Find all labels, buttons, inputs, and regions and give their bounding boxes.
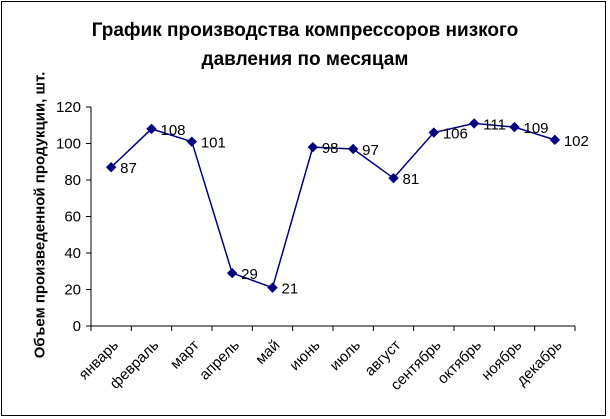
data-point-marker xyxy=(146,123,157,135)
data-point-marker xyxy=(307,141,319,153)
chart-title-line-2: давления по месяцам xyxy=(201,49,409,70)
y-tick-label: 60 xyxy=(64,209,81,226)
data-point-marker xyxy=(226,267,238,279)
chart-title: График производства компрессоров низкого… xyxy=(0,16,610,74)
y-tick-label: 120 xyxy=(56,99,81,116)
data-label: 97 xyxy=(362,142,379,159)
data-label: 102 xyxy=(564,133,589,150)
x-tick-label: март xyxy=(167,337,203,373)
data-point-marker xyxy=(105,162,117,173)
data-label: 111 xyxy=(483,116,506,133)
data-point-marker xyxy=(549,134,561,146)
x-tick-label: апрель xyxy=(196,337,243,384)
y-tick-label: 20 xyxy=(64,282,81,299)
data-point-marker xyxy=(428,127,440,138)
data-point-marker xyxy=(267,282,278,293)
series-line xyxy=(110,122,556,289)
chart-title-line-1: График производства компрессоров низкого xyxy=(91,20,519,41)
data-label: 87 xyxy=(120,160,137,177)
data-label: 81 xyxy=(403,171,420,188)
data-point-marker xyxy=(388,172,399,184)
y-tick-label: 80 xyxy=(64,172,81,189)
x-tick-label: май xyxy=(252,337,283,368)
y-tick-label: 40 xyxy=(64,245,81,262)
data-label: 98 xyxy=(322,140,339,157)
x-tick-label: октябрь xyxy=(434,337,485,388)
x-tick-label: июнь xyxy=(286,337,323,374)
data-point-marker xyxy=(347,143,359,155)
data-label: 101 xyxy=(201,135,226,152)
y-tick-label: 100 xyxy=(56,136,81,153)
data-label: 21 xyxy=(282,281,299,298)
x-tick-label: июль xyxy=(327,337,365,375)
data-label: 29 xyxy=(241,266,258,283)
data-label: 106 xyxy=(443,126,468,143)
data-point-marker xyxy=(186,136,198,147)
x-tick-label: декабрь xyxy=(513,337,566,390)
data-label: 108 xyxy=(161,122,186,139)
data-point-marker xyxy=(509,121,520,133)
data-point-marker xyxy=(468,118,480,129)
data-label: 109 xyxy=(524,120,549,137)
y-tick-label: 0 xyxy=(73,318,81,335)
